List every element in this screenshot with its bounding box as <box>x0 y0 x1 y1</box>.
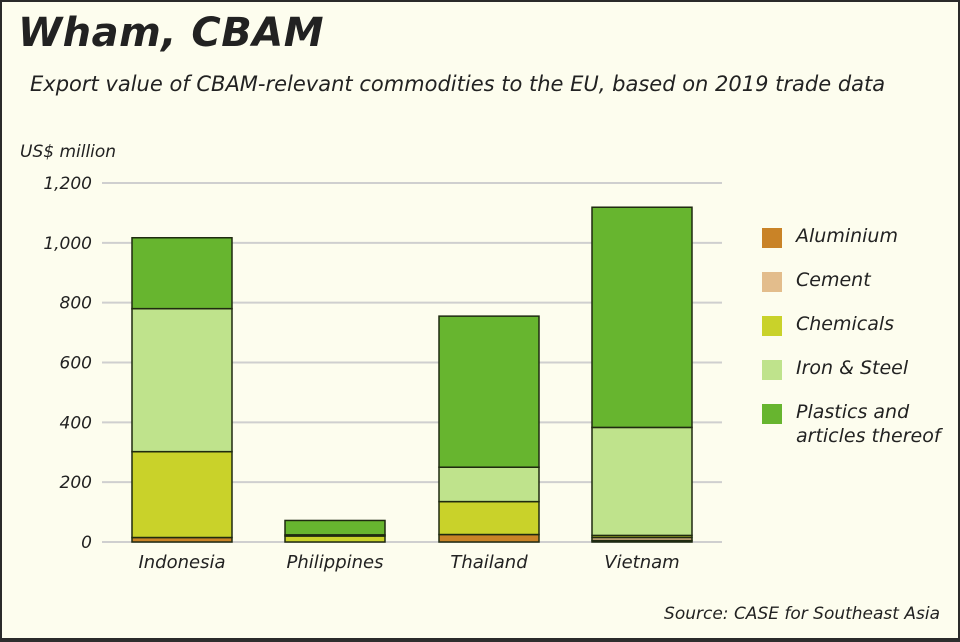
bar-indonesia <box>131 236 233 543</box>
bar-segment <box>131 450 233 539</box>
legend-item-cement: Cement <box>762 268 960 292</box>
bar-segment <box>438 466 540 503</box>
bar-vietnam <box>591 206 693 543</box>
legend-swatch <box>762 404 782 424</box>
legend-swatch <box>762 272 782 292</box>
bar-segment <box>591 426 693 537</box>
y-tick-label: 1,200 <box>43 174 92 194</box>
bar-segment <box>438 533 540 543</box>
chart-title: Wham, CBAM <box>18 10 324 56</box>
bar-thailand <box>438 315 540 543</box>
legend-swatch <box>762 360 782 380</box>
legend-item-iron-steel: Iron & Steel <box>762 356 960 380</box>
x-axis-categories: Indonesia Philippines Thailand Vietnam <box>138 552 679 573</box>
bar-segment <box>591 206 693 429</box>
y-tick-label: 800 <box>60 294 92 314</box>
y-axis-label: US$ million <box>20 142 117 162</box>
legend: Aluminium Cement Chemicals Iron & Steel … <box>762 224 960 468</box>
bar-philippines <box>284 519 386 543</box>
legend-item-plastics: Plastics and articles thereof <box>762 400 960 448</box>
x-category-label: Indonesia <box>138 552 225 573</box>
bar-segment <box>131 307 233 453</box>
y-tick-label: 600 <box>60 354 92 374</box>
bar-segment <box>131 236 233 310</box>
chart-subtitle: Export value of CBAM-relevant commoditie… <box>30 72 886 96</box>
bar-segment <box>438 500 540 536</box>
legend-swatch <box>762 228 782 248</box>
source-note: Source: CASE for Southeast Asia <box>664 604 940 624</box>
legend-label: Plastics and articles thereof <box>796 401 941 447</box>
legend-label: Cement <box>796 269 871 291</box>
y-tick-label: 200 <box>60 473 92 493</box>
legend-label: Aluminium <box>796 225 898 247</box>
y-tick-label: 400 <box>60 413 92 433</box>
bar-segment <box>284 535 386 543</box>
x-category-label: Thailand <box>450 552 528 573</box>
legend-label: Chemicals <box>796 313 895 335</box>
legend-label: Iron & Steel <box>796 357 909 379</box>
y-axis-ticks: 0 200 400 600 800 1,000 1,200 <box>43 174 92 553</box>
y-tick-label: 0 <box>81 533 92 553</box>
legend-item-chemicals: Chemicals <box>762 312 960 336</box>
bar-segment <box>438 315 540 468</box>
bar-segment <box>284 519 386 536</box>
legend-item-aluminium: Aluminium <box>762 224 960 248</box>
x-category-label: Vietnam <box>604 552 679 573</box>
x-category-label: Philippines <box>287 552 384 573</box>
bars <box>131 206 693 543</box>
y-tick-label: 1,000 <box>43 234 92 254</box>
legend-swatch <box>762 316 782 336</box>
